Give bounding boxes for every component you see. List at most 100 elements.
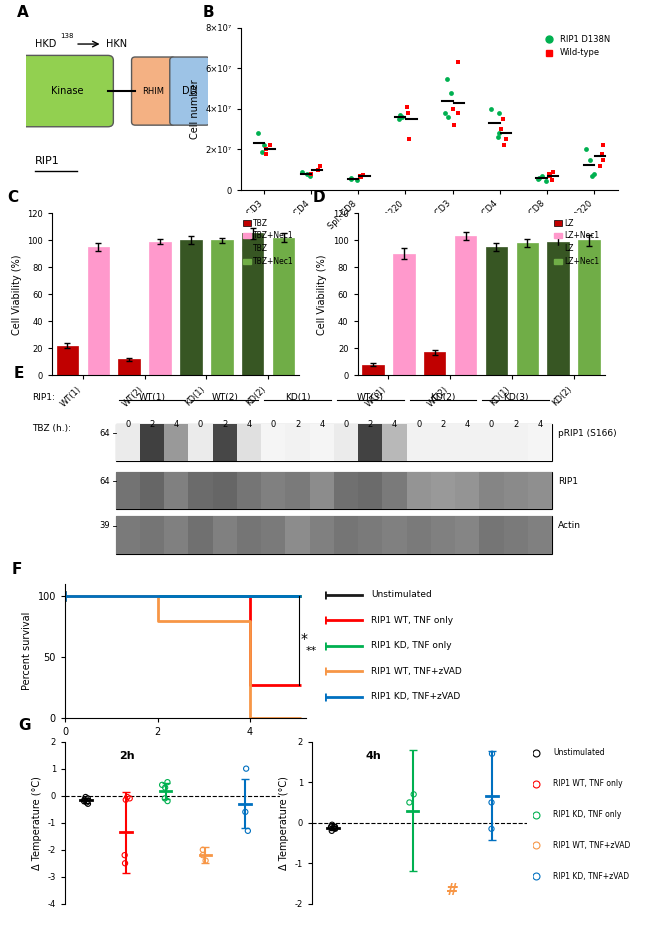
Text: 0: 0 bbox=[416, 420, 421, 429]
Point bbox=[544, 167, 554, 182]
Bar bbox=[362, 364, 383, 375]
Bar bbox=[407, 516, 431, 554]
Text: RIP1 WT, TNF only: RIP1 WT, TNF only bbox=[553, 780, 623, 788]
Text: *: * bbox=[301, 632, 308, 646]
Bar bbox=[382, 472, 407, 510]
Point bbox=[597, 152, 608, 167]
Bar bbox=[334, 424, 358, 462]
Point bbox=[313, 162, 323, 177]
Y-axis label: Percent survival: Percent survival bbox=[22, 612, 32, 691]
Bar bbox=[382, 424, 407, 462]
Text: 2: 2 bbox=[441, 420, 446, 429]
Bar bbox=[118, 360, 140, 375]
Point bbox=[352, 172, 362, 187]
Text: E: E bbox=[14, 366, 25, 381]
Text: WT(3): WT(3) bbox=[357, 393, 384, 401]
Text: RIP1 WT, TNF+zVAD: RIP1 WT, TNF+zVAD bbox=[370, 667, 461, 676]
Point bbox=[198, 847, 208, 862]
Text: 2h: 2h bbox=[119, 751, 135, 761]
Bar bbox=[211, 240, 233, 375]
Point bbox=[242, 823, 253, 838]
Point bbox=[259, 138, 269, 153]
Point bbox=[453, 106, 463, 121]
Bar bbox=[116, 424, 552, 462]
Point bbox=[407, 905, 417, 920]
Bar bbox=[547, 242, 569, 375]
Bar bbox=[237, 424, 261, 462]
Point bbox=[330, 819, 340, 834]
Bar bbox=[285, 424, 309, 462]
Text: 2: 2 bbox=[295, 420, 300, 429]
Point bbox=[330, 821, 340, 836]
Bar bbox=[164, 472, 188, 510]
Point bbox=[547, 172, 557, 187]
Point bbox=[120, 793, 131, 807]
Bar bbox=[528, 472, 552, 510]
Bar bbox=[431, 424, 455, 462]
Text: **: ** bbox=[306, 646, 317, 656]
Bar bbox=[455, 516, 480, 554]
Point bbox=[79, 794, 89, 808]
Bar bbox=[88, 247, 109, 375]
Point bbox=[329, 819, 339, 834]
Bar bbox=[188, 472, 213, 510]
Y-axis label: Cell Viability (%): Cell Viability (%) bbox=[317, 254, 327, 335]
Point bbox=[326, 823, 337, 838]
Point bbox=[537, 169, 547, 184]
Bar bbox=[261, 424, 285, 462]
Point bbox=[486, 795, 497, 810]
Bar bbox=[213, 516, 237, 554]
Text: RIP1:: RIP1: bbox=[32, 393, 55, 401]
Point bbox=[345, 171, 356, 186]
Bar bbox=[237, 472, 261, 510]
Point bbox=[393, 111, 404, 126]
Point bbox=[83, 796, 93, 811]
Text: RIP1 KD, TNF only: RIP1 KD, TNF only bbox=[370, 641, 452, 651]
Point bbox=[404, 132, 414, 146]
Point bbox=[241, 761, 252, 776]
Text: 4: 4 bbox=[174, 420, 179, 429]
Point bbox=[395, 108, 406, 122]
Point bbox=[326, 819, 336, 834]
Point bbox=[253, 126, 263, 141]
Point bbox=[79, 793, 90, 807]
Text: 0: 0 bbox=[198, 420, 203, 429]
Bar bbox=[455, 236, 476, 375]
Point bbox=[494, 126, 504, 141]
Bar bbox=[188, 424, 213, 462]
Bar bbox=[116, 516, 140, 554]
Legend: TBZ, TBZ+Nec1, TBZ, TBZ+Nec1: TBZ, TBZ+Nec1, TBZ, TBZ+Nec1 bbox=[242, 217, 295, 268]
Point bbox=[453, 55, 463, 70]
X-axis label: Time (hr): Time (hr) bbox=[162, 743, 208, 753]
Text: 39: 39 bbox=[99, 521, 110, 530]
Point bbox=[356, 170, 367, 184]
Text: 4: 4 bbox=[319, 420, 324, 429]
Point bbox=[532, 171, 543, 186]
Text: Kinase: Kinase bbox=[51, 86, 83, 96]
Text: D: D bbox=[313, 190, 326, 205]
Point bbox=[302, 167, 313, 182]
Bar bbox=[358, 472, 382, 510]
Bar bbox=[480, 472, 504, 510]
Bar bbox=[309, 516, 334, 554]
Text: #: # bbox=[446, 883, 459, 897]
Point bbox=[306, 167, 317, 182]
Bar bbox=[116, 472, 140, 510]
Text: 4h: 4h bbox=[365, 751, 382, 761]
Point bbox=[162, 775, 173, 790]
Text: 2: 2 bbox=[222, 420, 227, 429]
Point bbox=[448, 102, 458, 117]
Bar bbox=[309, 424, 334, 462]
Y-axis label: Cell number: Cell number bbox=[190, 79, 200, 139]
Point bbox=[534, 171, 544, 185]
Point bbox=[597, 146, 608, 161]
Point bbox=[120, 856, 130, 870]
Point bbox=[541, 173, 551, 188]
Point bbox=[545, 169, 555, 184]
Text: KD(1): KD(1) bbox=[285, 393, 310, 401]
Point bbox=[346, 171, 356, 185]
Point bbox=[358, 168, 369, 183]
Bar bbox=[213, 472, 237, 510]
Point bbox=[597, 138, 608, 153]
Bar bbox=[237, 516, 261, 554]
